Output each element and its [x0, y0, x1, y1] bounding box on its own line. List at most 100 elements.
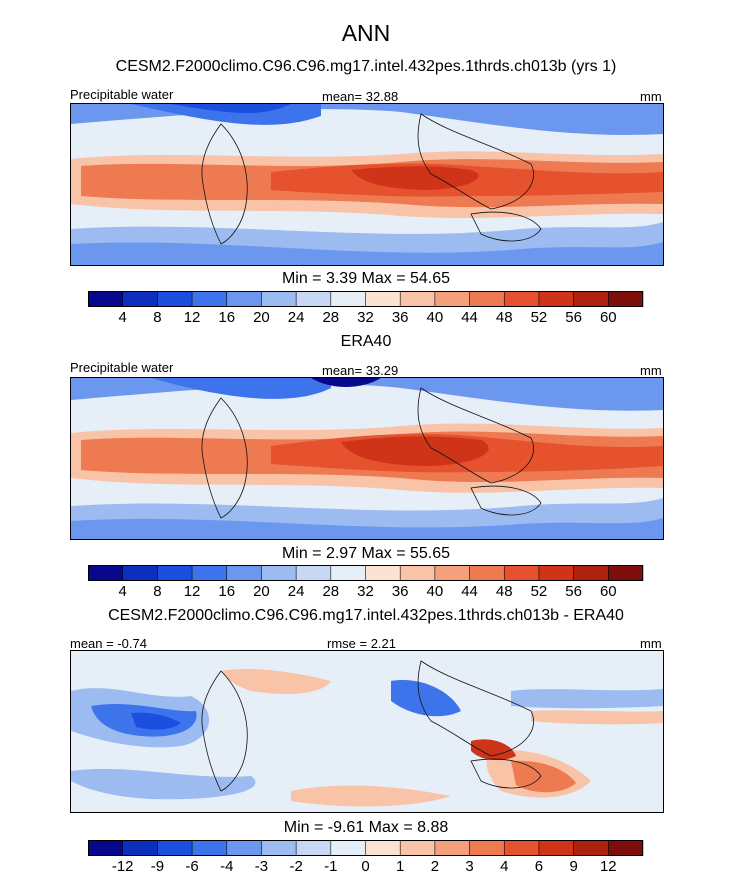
colorbar-tick-label: 0	[361, 858, 369, 875]
panel-2-variable-label: Precipitable water	[70, 360, 174, 375]
colorbar-swatch	[192, 291, 228, 307]
colorbar-swatch	[469, 291, 505, 307]
colorbar-swatch	[400, 840, 436, 856]
colorbar-tick-label: 32	[357, 309, 374, 326]
colorbar-tick-label: 1	[396, 858, 404, 875]
colorbar-swatch	[157, 840, 193, 856]
colorbar-tick-label: 48	[496, 583, 513, 600]
panel-1-colorbar-svg: 4 8 12 16 20 24 28 32 36 40 44 48 52 56 60	[88, 291, 644, 326]
colorbar-swatch	[538, 291, 574, 307]
colorbar-swatch	[261, 565, 297, 581]
panel-2-colorbar-svg: 4 8 12 16 20 24 28 32 36 40 44 48 52 56 60	[88, 565, 644, 600]
colorbar-swatch	[504, 840, 540, 856]
panel-2-minmax: Min = 2.97 Max = 55.65	[281, 545, 451, 562]
panel-3-rmse-label: rmse = 2.21	[327, 636, 397, 651]
colorbar-tick-label: 36	[392, 309, 409, 326]
colorbar-swatch	[504, 291, 540, 307]
colorbar-tick-label: 40	[427, 309, 444, 326]
colorbar-tick-label: -3	[255, 858, 268, 875]
colorbar-swatch	[296, 565, 332, 581]
colorbar-tick-label: -4	[220, 858, 233, 875]
colorbar-swatch	[88, 291, 123, 307]
colorbar-swatch	[226, 565, 262, 581]
colorbar-swatch	[400, 565, 436, 581]
panel-3-map-svg	[71, 651, 663, 812]
colorbar-tick-label: 9	[569, 858, 577, 875]
colorbar-swatch	[122, 291, 158, 307]
panel-3-map	[70, 650, 664, 813]
colorbar-swatch	[261, 840, 297, 856]
colorbar-tick-label: 2	[431, 858, 439, 875]
panel-2-colorbar: 4 8 12 16 20 24 28 32 36 40 44 48 52 56 60	[88, 565, 644, 600]
colorbar-tick-label: 4	[119, 309, 127, 326]
panel-2-units-label: mm	[640, 363, 662, 378]
panel-3-units-label: mm	[640, 636, 662, 651]
colorbar-swatch	[226, 291, 262, 307]
colorbar-tick-label: 56	[565, 309, 582, 326]
colorbar-tick-label: 44	[461, 583, 478, 600]
colorbar-swatch	[434, 840, 470, 856]
colorbar-swatch	[296, 291, 332, 307]
colorbar-tick-label: 24	[288, 583, 305, 600]
colorbar-tick-label: 12	[600, 858, 617, 875]
colorbar-tick-label: 36	[392, 583, 409, 600]
colorbar-swatch	[469, 840, 505, 856]
colorbar-tick-label: 48	[496, 309, 513, 326]
colorbar-tick-label: 24	[288, 309, 305, 326]
colorbar-swatch	[122, 565, 158, 581]
colorbar-tick-label: 52	[531, 583, 548, 600]
colorbar-swatch	[573, 291, 609, 307]
colorbar-swatch	[88, 565, 123, 581]
colorbar-tick-label: -2	[289, 858, 302, 875]
colorbar-tick-label: 40	[427, 583, 444, 600]
panel-1-heading: CESM2.F2000climo.C96.C96.mg17.intel.432p…	[115, 58, 617, 75]
colorbar-swatch	[330, 565, 366, 581]
colorbar-swatch	[157, 565, 193, 581]
colorbar-tick-label: 56	[565, 583, 582, 600]
colorbar-swatch	[157, 291, 193, 307]
colorbar-tick-label: 28	[322, 583, 339, 600]
colorbar-swatch	[365, 565, 401, 581]
colorbar-tick-label: -1	[324, 858, 337, 875]
colorbar-swatch	[573, 840, 609, 856]
colorbar-swatch	[538, 840, 574, 856]
colorbar-tick-label: 8	[153, 309, 161, 326]
colorbar-swatch	[504, 565, 540, 581]
colorbar-swatch	[469, 565, 505, 581]
colorbar-tick-label: 3	[465, 858, 473, 875]
colorbar-tick-label: 4	[119, 583, 127, 600]
panel-1-map	[70, 103, 664, 266]
colorbar-swatch	[400, 291, 436, 307]
panel-3-colorbar: -12 -9 -6 -4 -3 -2 -1 0 1 2 3 4 6 9 12	[88, 840, 644, 875]
colorbar-swatch	[122, 840, 158, 856]
colorbar-tick-label: 12	[184, 309, 201, 326]
colorbar-tick-label: 8	[153, 583, 161, 600]
colorbar-tick-label: 60	[600, 583, 617, 600]
colorbar-swatch	[434, 291, 470, 307]
colorbar-swatch	[365, 840, 401, 856]
colorbar-tick-label: 20	[253, 309, 270, 326]
colorbar-swatch	[538, 565, 574, 581]
colorbar-swatch	[573, 565, 609, 581]
panel-1-variable-label: Precipitable water	[70, 87, 174, 102]
colorbar-swatch	[192, 840, 228, 856]
colorbar-swatch	[226, 840, 262, 856]
colorbar-tick-label: 32	[357, 583, 374, 600]
panel-1-colorbar: 4 8 12 16 20 24 28 32 36 40 44 48 52 56 60	[88, 291, 644, 326]
colorbar-tick-label: 12	[184, 583, 201, 600]
colorbar-tick-label: 16	[218, 583, 235, 600]
colorbar-tick-label: 60	[600, 309, 617, 326]
figure-title: ANN	[341, 20, 391, 46]
colorbar-swatch	[192, 565, 228, 581]
colorbar-swatch	[261, 291, 297, 307]
panel-3-minmax: Min = -9.61 Max = 8.88	[283, 819, 449, 836]
colorbar-tick-label: 52	[531, 309, 548, 326]
colorbar-tick-label: 4	[500, 858, 508, 875]
panel-1-units-label: mm	[640, 89, 662, 104]
colorbar-swatch	[88, 840, 123, 856]
colorbar-swatch	[608, 840, 644, 856]
colorbar-tick-label: -6	[185, 858, 198, 875]
panel-1-minmax: Min = 3.39 Max = 54.65	[281, 270, 451, 287]
colorbar-tick-label: 20	[253, 583, 270, 600]
colorbar-tick-label: -12	[112, 858, 134, 875]
